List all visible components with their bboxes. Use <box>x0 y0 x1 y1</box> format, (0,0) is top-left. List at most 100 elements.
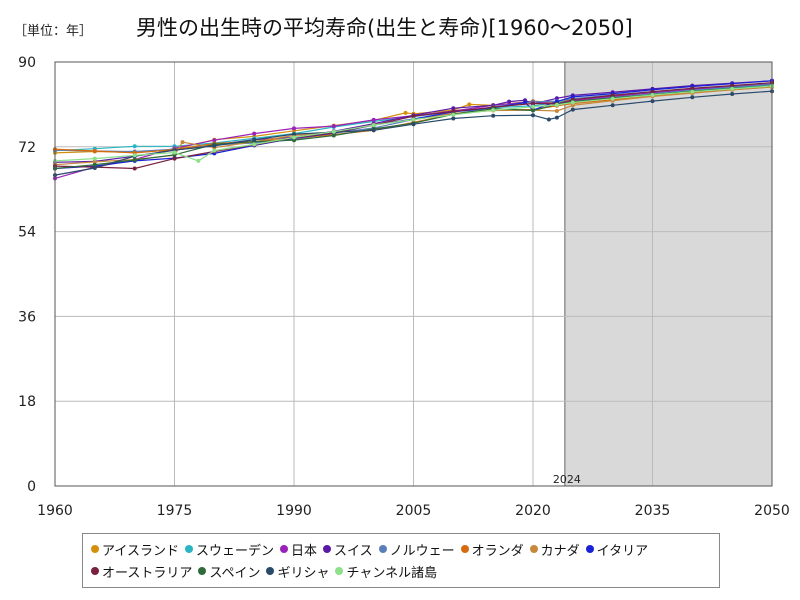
data-point <box>252 131 257 136</box>
data-point <box>292 138 296 143</box>
legend-item: 日本 <box>279 538 317 560</box>
data-point <box>730 83 735 88</box>
legend-marker <box>266 567 275 575</box>
legend-label: イタリア <box>596 543 649 559</box>
legend-marker <box>460 545 469 553</box>
chart-title: 男性の出生時の平均寿命(出生と寿命)[1960～2050] <box>136 16 633 40</box>
legend-item: オーストラリア <box>91 560 192 582</box>
legend-item: スウェーデン <box>184 538 274 560</box>
legend-label: 日本 <box>290 543 317 559</box>
data-point <box>467 102 472 107</box>
data-point <box>554 109 559 113</box>
legend-item: スペイン <box>198 560 260 582</box>
legend-marker <box>184 545 193 553</box>
x-tick-label: 2050 <box>754 503 790 519</box>
data-point <box>411 114 416 119</box>
data-point <box>531 104 535 109</box>
data-point <box>92 166 97 170</box>
forecast-shade <box>564 62 772 486</box>
x-tick-label: 2005 <box>396 503 432 519</box>
y-tick-label: 90 <box>18 55 36 71</box>
y-tick-label: 54 <box>18 225 36 241</box>
x-tick-label: 2035 <box>635 503 671 519</box>
series <box>53 84 774 163</box>
data-point <box>610 96 615 101</box>
legend-label: スペイン <box>209 565 261 581</box>
data-point <box>570 94 575 99</box>
x-tick-label: 2020 <box>515 503 551 519</box>
data-point <box>507 99 512 104</box>
legend-marker <box>378 545 387 553</box>
data-point <box>650 93 655 97</box>
legend-item: ノルウェー <box>378 538 455 560</box>
unit-label: ［単位：年］ <box>14 24 93 39</box>
data-point <box>331 129 336 134</box>
data-point <box>451 109 456 114</box>
data-point <box>411 122 416 127</box>
legend-label: アイスランド <box>102 543 179 559</box>
legend-label: ギリシャ <box>277 565 330 581</box>
data-point <box>730 92 735 96</box>
data-point <box>132 153 137 158</box>
legend-item: チャンネル諸島 <box>335 560 437 582</box>
data-point <box>403 110 408 115</box>
y-tick-label: 0 <box>27 479 36 495</box>
data-point <box>212 143 217 148</box>
data-point <box>554 96 559 101</box>
legend-label: スウェーデン <box>195 543 274 559</box>
data-point <box>252 137 257 142</box>
data-point <box>331 133 336 138</box>
data-point <box>451 112 456 117</box>
data-point <box>531 101 535 106</box>
legend-label: オーストラリア <box>102 565 193 581</box>
data-point <box>331 124 336 129</box>
y-tick-label: 36 <box>18 309 36 325</box>
legend-item: カナダ <box>529 538 580 560</box>
line-chart: 2024 0 18 36 54 72 90 1960 1975 1990 2005 2020 2035… <box>18 55 790 519</box>
data-point <box>730 86 735 91</box>
y-tick-label: 18 <box>18 394 36 410</box>
data-point <box>570 103 575 108</box>
data-point <box>196 158 201 163</box>
data-point <box>531 108 535 113</box>
data-point <box>491 113 496 118</box>
data-point <box>92 162 97 167</box>
data-point <box>451 106 456 111</box>
title-row: ［単位：年］ 男性の出生時の平均寿命(出生と寿命)[1960～2050] <box>0 10 800 46</box>
data-point <box>92 159 97 164</box>
legend-label: ノルウェー <box>389 543 455 559</box>
data-point <box>292 126 296 131</box>
data-point <box>451 116 456 121</box>
legend-item: ギリシャ <box>266 560 329 582</box>
data-point <box>650 89 655 94</box>
forecast-label: 2024 <box>553 473 581 486</box>
data-point <box>371 117 376 122</box>
data-point <box>491 108 496 113</box>
legend-marker <box>323 545 331 553</box>
data-point <box>212 148 217 153</box>
plot-border <box>54 61 773 487</box>
legend-item: オランダ <box>460 538 524 560</box>
data-point <box>292 135 296 140</box>
data-point <box>172 156 177 161</box>
data-point <box>212 138 217 143</box>
legend-item: アイスランド <box>91 538 179 560</box>
series-line <box>54 82 773 170</box>
x-tick-label: 1960 <box>37 503 73 519</box>
legend-item: イタリア <box>585 538 649 560</box>
legend-marker <box>91 545 99 553</box>
axes: 0 18 36 54 72 90 1960 1975 1990 2005 2020 2035 2050 <box>18 55 790 519</box>
data-point <box>180 140 185 145</box>
data-point <box>132 166 137 171</box>
data-point <box>172 150 177 155</box>
data-point <box>132 144 137 149</box>
data-point <box>690 89 695 94</box>
legend-label: スイス <box>334 543 373 559</box>
forecast-region: 2024 <box>553 62 772 486</box>
data-point <box>650 99 655 104</box>
data-point <box>690 95 695 100</box>
legend-marker <box>585 545 594 553</box>
legend-marker <box>335 567 344 575</box>
y-tick-label: 72 <box>18 140 36 156</box>
legend-marker <box>279 545 288 553</box>
